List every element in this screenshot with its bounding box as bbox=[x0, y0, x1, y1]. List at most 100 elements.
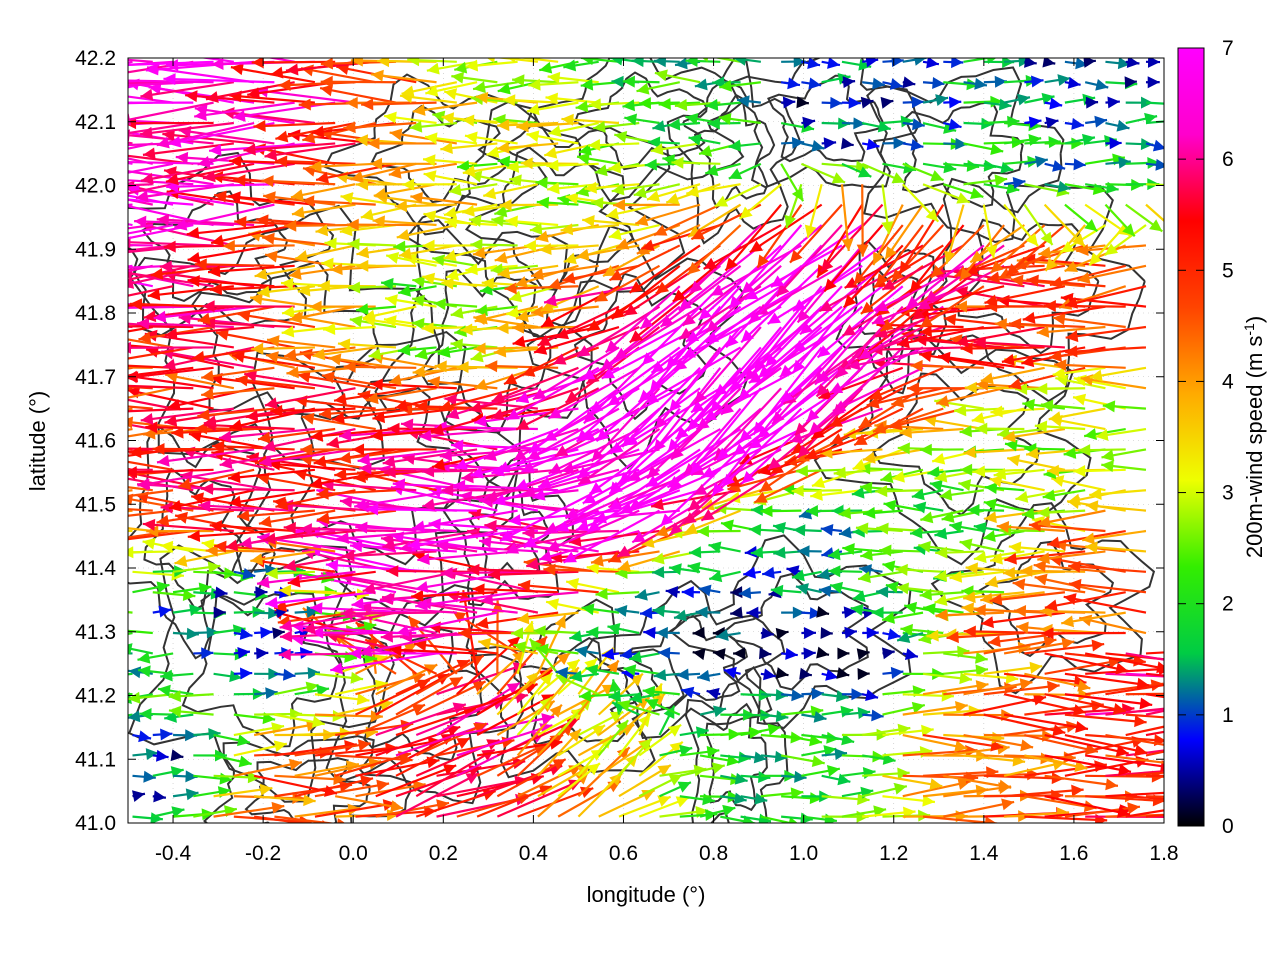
wind-arrow-head bbox=[58, 355, 71, 367]
wind-arrow-head bbox=[100, 331, 113, 343]
wind-arrow-shaft bbox=[28, 286, 133, 300]
wind-arrow-head bbox=[23, 201, 36, 213]
wind-arrow-head bbox=[95, 452, 108, 464]
wind-arrow-shaft bbox=[54, 388, 132, 404]
wind-arrow-head bbox=[56, 140, 69, 152]
wind-arrow-head bbox=[113, 353, 126, 365]
wind-arrow-head bbox=[52, 292, 65, 304]
wind-arrow-head bbox=[62, 432, 75, 444]
wind-arrow bbox=[56, 450, 132, 469]
wind-arrow-head bbox=[1213, 672, 1225, 684]
wind-arrow-shaft bbox=[386, 571, 477, 572]
wind-arrow-shaft bbox=[341, 613, 437, 614]
wind-arrow-head bbox=[56, 182, 68, 194]
wind-arrow bbox=[75, 543, 132, 555]
wind-arrow bbox=[27, 266, 133, 285]
wind-arrow bbox=[75, 524, 132, 536]
wind-arrow-shaft bbox=[1044, 306, 1126, 307]
wind-arrow-head bbox=[79, 477, 92, 489]
wind-arrow-head bbox=[102, 148, 115, 160]
wind-arrow-head bbox=[53, 372, 66, 384]
wind-arrow-head bbox=[25, 140, 38, 152]
wind-arrow-shaft bbox=[27, 205, 132, 212]
wind-arrow-head bbox=[121, 417, 134, 429]
wind-arrow-head bbox=[119, 342, 131, 354]
wind-arrow-head bbox=[60, 439, 72, 451]
wind-arrow-head bbox=[67, 334, 80, 346]
wind-arrow bbox=[54, 388, 132, 408]
wind-arrow-head bbox=[28, 292, 41, 304]
wind-arrow-head bbox=[1224, 692, 1237, 704]
wind-arrow-head bbox=[1206, 739, 1219, 751]
wind-arrow-head bbox=[54, 396, 67, 408]
wind-arrow-head bbox=[1166, 811, 1178, 823]
wind-arrow-shaft bbox=[27, 266, 133, 281]
wind-arrow-head bbox=[83, 387, 96, 399]
wind-arrow-head bbox=[70, 263, 82, 275]
wind-arrow-head bbox=[1216, 770, 1228, 782]
wind-arrow-shaft bbox=[58, 347, 133, 363]
wind-arrow-head bbox=[27, 273, 40, 285]
wind-arrow-head bbox=[34, 189, 47, 201]
wind-arrow-head bbox=[98, 534, 111, 546]
wind-arrow-head bbox=[90, 519, 103, 531]
wind-arrow bbox=[23, 201, 132, 225]
wind-arrow-head bbox=[60, 463, 72, 475]
wind-arrow bbox=[25, 140, 132, 164]
wind-arrow-head bbox=[99, 670, 112, 682]
wind-arrow-head bbox=[1222, 676, 1235, 688]
wind-arrow-head bbox=[113, 534, 126, 546]
wind-arrow-head bbox=[1219, 644, 1231, 656]
wind-arrow-shaft bbox=[56, 454, 132, 470]
wind-arrow-head bbox=[104, 406, 116, 418]
wind-arrow-head bbox=[51, 238, 63, 250]
wind-arrow-head bbox=[101, 470, 114, 482]
wind-arrow-head bbox=[53, 231, 66, 243]
wind-arrow-head bbox=[89, 603, 102, 615]
wind-arrow-head bbox=[114, 469, 126, 481]
wind-arrow-head bbox=[106, 647, 118, 659]
wind-arrow-head bbox=[62, 408, 75, 420]
wind-arrow-head bbox=[75, 524, 87, 536]
wind-arrow-head bbox=[1167, 809, 1179, 821]
wind-arrow-head bbox=[1213, 792, 1225, 804]
wind-arrow-head bbox=[56, 182, 69, 194]
wind-arrow-head bbox=[89, 454, 102, 466]
wind-arrow-head bbox=[56, 278, 69, 290]
wind-arrow-shaft bbox=[62, 409, 132, 420]
wind-arrow-head bbox=[102, 277, 115, 289]
wind-arrow-head bbox=[35, 240, 47, 252]
wind-arrow-head bbox=[76, 397, 88, 409]
wind-arrow bbox=[62, 409, 132, 424]
wind-arrow-head bbox=[39, 314, 51, 326]
wind-arrow-head bbox=[43, 318, 56, 330]
wind-arrow-shaft bbox=[961, 347, 1045, 348]
wind-arrow-shaft bbox=[23, 205, 132, 225]
wind-arrow-shaft bbox=[75, 529, 132, 531]
wind-arrow-head bbox=[65, 336, 77, 348]
wind-arrow-head bbox=[45, 261, 58, 273]
wind-arrow-head bbox=[110, 199, 123, 211]
wind-arrow-head bbox=[97, 263, 110, 275]
wind-arrow-head bbox=[104, 394, 117, 406]
wind-arrow-head bbox=[62, 412, 75, 424]
wind-arrow-shaft bbox=[201, 489, 295, 490]
wind-arrow bbox=[27, 204, 132, 216]
wind-arrow bbox=[58, 347, 133, 366]
wind-arrow-shaft bbox=[366, 509, 477, 510]
wind-arrow-head bbox=[1164, 757, 1177, 769]
wind-arrow-shaft bbox=[75, 549, 132, 552]
wind-arrow-shaft bbox=[25, 144, 132, 164]
wind-arrow-head bbox=[27, 204, 39, 216]
wind-arrow-head bbox=[100, 712, 113, 724]
wind-arrow-head bbox=[56, 450, 69, 462]
wind-arrow-head bbox=[1206, 661, 1219, 673]
wind-arrow-head bbox=[121, 546, 133, 558]
wind-arrow-head bbox=[1212, 735, 1225, 747]
wind-arrow bbox=[89, 603, 132, 615]
wind-arrow-head bbox=[108, 156, 120, 168]
wind-arrow-shaft bbox=[89, 608, 132, 613]
wind-arrow-head bbox=[75, 543, 87, 555]
